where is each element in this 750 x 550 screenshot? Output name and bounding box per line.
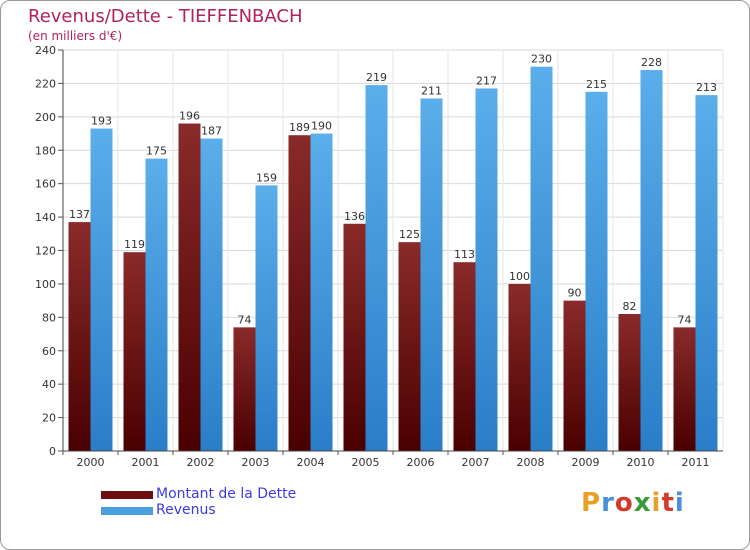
data-label-revenus: 228 — [641, 56, 662, 69]
y-tick-label: 40 — [42, 378, 56, 391]
logo-letter: r — [601, 488, 615, 518]
data-label-dette: 74 — [678, 313, 692, 326]
data-label-dette: 113 — [454, 248, 475, 261]
bar-dette — [233, 327, 256, 451]
data-label-dette: 125 — [399, 228, 420, 241]
data-label-revenus: 219 — [366, 71, 387, 84]
x-tick-label: 2007 — [462, 456, 490, 469]
data-label-dette: 82 — [623, 300, 637, 313]
x-tick-label: 2003 — [242, 456, 270, 469]
bar-revenus — [420, 98, 443, 452]
bar-dette — [618, 313, 641, 451]
bar-revenus — [145, 158, 168, 451]
x-tick-label: 2005 — [352, 456, 380, 469]
data-label-dette: 100 — [509, 270, 530, 283]
y-tick-label: 220 — [35, 77, 56, 90]
data-label-dette: 137 — [69, 208, 90, 221]
y-tick-label: 240 — [35, 44, 56, 57]
data-label-revenus: 193 — [91, 115, 112, 128]
x-tick-label: 2009 — [572, 456, 600, 469]
x-tick-label: 2002 — [187, 456, 215, 469]
bar-revenus — [585, 91, 608, 451]
data-label-dette: 119 — [124, 238, 145, 251]
y-tick-label: 180 — [35, 144, 56, 157]
x-tick-label: 2011 — [682, 456, 710, 469]
bar-dette — [123, 252, 146, 451]
x-tick-label: 2006 — [407, 456, 435, 469]
legend-label-dette: Montant de la Dette — [156, 486, 297, 502]
data-label-revenus: 211 — [421, 84, 442, 97]
x-tick-label: 2001 — [132, 456, 160, 469]
data-label-dette: 136 — [344, 210, 365, 223]
data-label-dette: 189 — [289, 121, 310, 134]
chart-subtitle: (en milliers d'€) — [28, 29, 123, 43]
chart-title: Revenus/Dette - TIEFFENBACH — [28, 6, 303, 27]
data-label-revenus: 187 — [201, 125, 222, 138]
bar-dette — [563, 300, 586, 451]
x-tick-label: 2004 — [297, 456, 325, 469]
y-tick-label: 100 — [35, 278, 56, 291]
bar-revenus — [695, 95, 718, 452]
bar-dette — [288, 135, 311, 451]
y-tick-label: 20 — [42, 412, 56, 425]
data-label-dette: 74 — [238, 313, 252, 326]
bar-revenus — [310, 133, 333, 451]
data-label-revenus: 215 — [586, 78, 607, 91]
legend-swatch-dette — [101, 491, 153, 499]
bar-revenus — [365, 85, 388, 452]
bar-revenus — [640, 70, 663, 452]
bar-revenus — [200, 138, 223, 451]
y-tick-label: 140 — [35, 211, 56, 224]
bar-dette — [68, 222, 91, 451]
data-label-revenus: 217 — [476, 74, 497, 87]
logo-letter: x — [633, 488, 652, 518]
bar-dette — [343, 223, 366, 451]
bar-dette — [178, 123, 201, 452]
y-tick-label: 80 — [42, 311, 56, 324]
legend-label-revenus: Revenus — [156, 502, 216, 518]
logo-letter: i — [651, 488, 662, 518]
y-tick-label: 0 — [49, 445, 56, 458]
x-tick-label: 2008 — [517, 456, 545, 469]
bar-dette — [398, 242, 421, 451]
bar-dette — [508, 283, 531, 451]
x-tick-label: 2010 — [627, 456, 655, 469]
data-label-dette: 90 — [568, 287, 582, 300]
data-label-revenus: 230 — [531, 53, 552, 66]
bar-revenus — [475, 88, 498, 451]
y-tick-label: 160 — [35, 178, 56, 191]
logo-letter: P — [581, 488, 602, 518]
logo-letter: t — [661, 488, 675, 518]
y-tick-label: 60 — [42, 345, 56, 358]
bar-dette — [673, 327, 696, 451]
y-tick-label: 200 — [35, 111, 56, 124]
y-tick-label: 120 — [35, 245, 56, 258]
bar-revenus — [90, 128, 113, 451]
logo-letter: o — [614, 488, 634, 518]
data-label-dette: 196 — [179, 110, 200, 123]
data-label-revenus: 159 — [256, 171, 277, 184]
data-label-revenus: 190 — [311, 120, 332, 133]
bar-revenus — [530, 66, 553, 451]
data-label-revenus: 175 — [146, 145, 167, 158]
x-tick-label: 2000 — [77, 456, 105, 469]
data-label-revenus: 213 — [696, 81, 717, 94]
proxiti-logo: Proxiti — [581, 488, 685, 518]
bar-revenus — [255, 185, 278, 451]
legend-swatch-revenus — [101, 507, 153, 515]
logo-letter: i — [674, 488, 685, 518]
bar-dette — [453, 262, 476, 451]
